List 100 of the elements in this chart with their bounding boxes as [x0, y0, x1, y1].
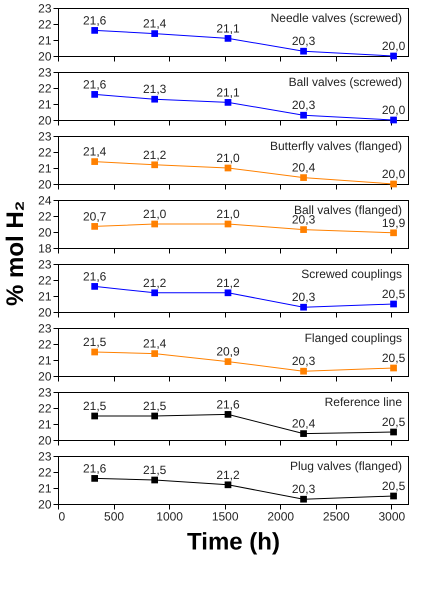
data-label: 21,2 [142, 148, 167, 162]
data-label: 21,0 [142, 207, 167, 221]
data-label: 21,5 [142, 463, 167, 477]
y-tick-label: 21 [38, 290, 52, 304]
data-label: 21,5 [82, 399, 107, 413]
point [91, 475, 98, 482]
x-tick-label: 3000 [378, 510, 406, 524]
series-label: Reference line [324, 395, 402, 409]
point [390, 300, 397, 308]
y-tick-label: 20 [38, 178, 52, 192]
data-label: 20,0 [382, 103, 406, 117]
point [390, 52, 397, 60]
point [151, 30, 158, 37]
point [300, 48, 307, 55]
point [91, 27, 98, 34]
y-tick-label: 22 [38, 146, 52, 160]
y-tick-label: 18 [38, 242, 52, 256]
y-tick-label: 21 [38, 418, 52, 432]
data-label: 21,1 [216, 85, 240, 100]
series-label: Flanged couplings [304, 331, 402, 345]
data-label: 20,0 [382, 39, 406, 53]
series-label: Plug valves (flanged) [290, 459, 402, 473]
data-label: 21,6 [82, 461, 107, 476]
point [151, 476, 158, 484]
y-tick-label: 21 [38, 482, 52, 496]
y-tick-label: 23 [38, 66, 52, 80]
y-tick-label: 20 [38, 306, 52, 320]
data-label: 20,3 [292, 354, 316, 368]
y-axis-title: % mol H₂ [2, 199, 30, 308]
data-label: 21,0 [216, 207, 240, 221]
point [151, 412, 158, 420]
data-label: 20,4 [292, 416, 316, 431]
point [300, 226, 307, 233]
data-label: 21,1 [216, 21, 240, 36]
series-label: Needle valves (screwed) [270, 11, 402, 25]
y-tick-label: 24 [38, 194, 52, 208]
data-label: 21,5 [82, 335, 107, 349]
point [151, 161, 158, 168]
point [300, 368, 307, 375]
series-label: Screwed couplings [301, 267, 402, 281]
data-label: 21,0 [216, 151, 240, 165]
point [151, 350, 158, 357]
x-tick-label: 0 [58, 510, 66, 524]
data-label: 21,4 [142, 336, 167, 351]
y-tick-label: 21 [38, 162, 52, 176]
data-label: 20,3 [292, 34, 316, 48]
y-tick-label: 22 [38, 338, 52, 352]
point [300, 112, 307, 119]
point [91, 412, 98, 420]
data-label: 20,5 [382, 479, 406, 493]
point [390, 180, 397, 188]
point [390, 229, 397, 236]
y-tick-label: 23 [38, 450, 52, 464]
point [390, 364, 397, 372]
y-tick-label: 22 [38, 402, 52, 416]
data-label: 20,0 [382, 167, 406, 181]
point [91, 348, 98, 356]
point [151, 96, 158, 103]
y-tick-label: 22 [38, 18, 52, 32]
data-label: 20,7 [82, 209, 107, 224]
data-label: 21,6 [216, 397, 240, 412]
data-label: 21,2 [216, 276, 240, 290]
y-tick-label: 20 [38, 370, 52, 384]
y-tick-label: 20 [38, 114, 52, 128]
data-label: 20,4 [292, 160, 316, 175]
data-label: 20,3 [292, 290, 316, 304]
y-tick-label: 20 [38, 50, 52, 64]
data-label: 21,3 [142, 82, 167, 96]
point [390, 116, 397, 124]
point [300, 430, 307, 437]
x-tick-label: 2500 [322, 510, 350, 524]
series-label: Butterfly valves (flanged) [270, 139, 402, 153]
data-label: 21,2 [142, 276, 167, 290]
y-tick-label: 21 [38, 354, 52, 368]
point [224, 164, 232, 172]
data-label: 20,5 [382, 287, 406, 301]
point [91, 158, 98, 165]
y-tick-label: 23 [38, 258, 52, 272]
x-tick-label: 2000 [267, 510, 294, 524]
point [224, 289, 232, 296]
data-label: 21,2 [216, 468, 240, 482]
y-tick-label: 22 [38, 82, 52, 96]
x-tick-label: 500 [104, 510, 124, 524]
y-tick-label: 20 [38, 226, 52, 240]
series-label: Ball valves (screwed) [288, 75, 402, 89]
data-label: 20,9 [216, 344, 240, 359]
y-tick-label: 21 [38, 34, 52, 48]
y-tick-label: 20 [38, 434, 52, 448]
data-label: 20,3 [292, 98, 316, 112]
point [224, 220, 232, 228]
point [224, 481, 232, 488]
y-tick-label: 20 [38, 498, 52, 512]
x-axis-title: Time (h) [187, 528, 280, 556]
point [91, 223, 98, 230]
point [151, 289, 158, 296]
data-label: 20,3 [292, 482, 316, 496]
data-label: 21,6 [82, 13, 107, 28]
data-label: 21,4 [82, 144, 107, 159]
point [224, 99, 232, 106]
y-tick-label: 23 [38, 130, 52, 144]
